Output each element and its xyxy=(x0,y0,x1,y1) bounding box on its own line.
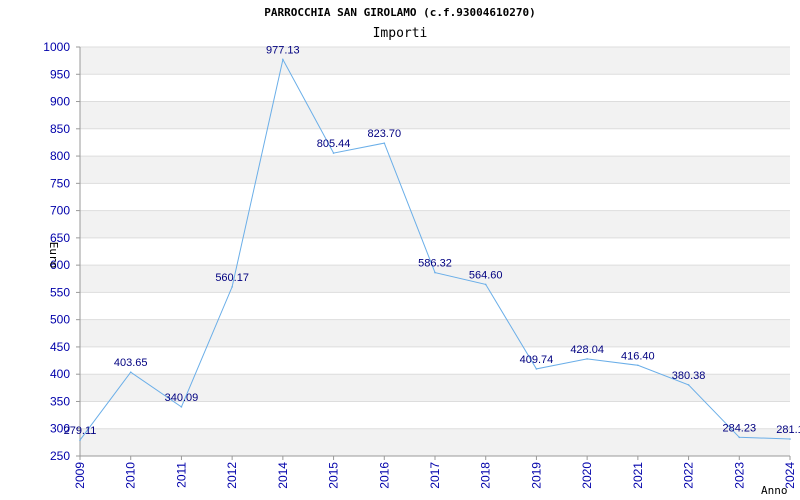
x-tick-label: 2015 xyxy=(327,462,341,489)
data-label: 560.17 xyxy=(215,272,249,284)
x-tick-label: 2024 xyxy=(783,462,797,489)
data-point xyxy=(637,364,639,367)
data-label: 416.40 xyxy=(621,350,655,362)
x-tick-label: 2023 xyxy=(732,462,746,489)
y-tick-labels: 250 300 350 400 450 500 550 600 650 700 750 800 850 9… xyxy=(43,40,70,463)
data-label: 380.38 xyxy=(672,370,706,382)
y-tick-label: 550 xyxy=(50,285,70,299)
data-point xyxy=(332,152,335,154)
data-label: 409.74 xyxy=(520,354,554,366)
x-axis-label: Anno xyxy=(761,484,788,497)
series xyxy=(79,58,791,441)
grid-band xyxy=(80,319,790,347)
grid-band xyxy=(80,265,790,293)
data-label: 403.65 xyxy=(114,357,148,369)
data-point xyxy=(434,271,436,274)
x-tick-label: 2012 xyxy=(225,462,239,489)
y-tick-label: 300 xyxy=(50,422,70,436)
x-tick-labels: 2009 2010 2011 2012 2014 2015 2016 2017 2018 2019… xyxy=(73,462,797,489)
data-label: 977.13 xyxy=(266,44,300,56)
grid-band xyxy=(80,47,790,75)
data-point xyxy=(789,438,791,440)
y-tick-label: 750 xyxy=(50,176,70,190)
data-label: 281.1 xyxy=(776,424,800,436)
y-tick-label: 250 xyxy=(50,449,70,463)
grid-band xyxy=(80,210,790,238)
data-point xyxy=(129,371,132,374)
data-point xyxy=(586,358,588,360)
chart-title: PARROCCHIA SAN GIROLAMO (c.f.93004610270… xyxy=(264,6,536,19)
chart-subtitle: Importi xyxy=(373,26,428,41)
data-point xyxy=(687,384,690,386)
x-tick-label: 2021 xyxy=(631,462,645,489)
x-tick-label: 2014 xyxy=(276,462,290,489)
y-tick-label: 350 xyxy=(50,394,70,408)
data-label: 823.70 xyxy=(367,128,401,140)
grid-band xyxy=(80,101,790,129)
data-label: 564.60 xyxy=(469,269,503,281)
y-tick-label: 650 xyxy=(50,231,70,245)
grid-band xyxy=(80,156,790,184)
y-tick-label: 1000 xyxy=(43,40,70,54)
data-label: 284.23 xyxy=(722,422,756,434)
y-tick-label: 400 xyxy=(50,367,70,381)
data-point xyxy=(79,439,81,441)
y-tick-label: 800 xyxy=(50,149,70,163)
data-label: 428.04 xyxy=(570,344,604,356)
data-point xyxy=(282,58,284,61)
data-label: 586.32 xyxy=(418,258,452,270)
data-label: 805.44 xyxy=(317,138,351,150)
data-label: 340.09 xyxy=(165,392,199,404)
data-point xyxy=(738,436,741,439)
grid-band xyxy=(80,428,790,456)
data-point xyxy=(383,142,386,144)
data-labels: 279.11 403.65 340.09 560.17 977.13 805.44 823.… xyxy=(64,44,800,437)
x-tick-label: 2022 xyxy=(682,462,696,489)
data-point xyxy=(484,283,487,286)
data-point xyxy=(180,406,183,408)
x-tick-label: 2020 xyxy=(580,462,594,489)
x-tick-label: 2011 xyxy=(174,462,188,488)
x-tick-label: 2016 xyxy=(377,462,391,489)
x-tick-label: 2019 xyxy=(529,462,543,489)
data-point xyxy=(535,368,538,370)
y-tick-label: 900 xyxy=(50,95,70,109)
y-tick-label: 500 xyxy=(50,313,70,327)
axes xyxy=(76,46,791,460)
y-tick-label: 600 xyxy=(50,258,70,272)
data-label: 279.11 xyxy=(64,425,97,437)
y-tick-label: 950 xyxy=(50,67,70,81)
data-point xyxy=(231,286,233,288)
y-axis-label: Euro xyxy=(47,242,60,269)
y-tick-label: 450 xyxy=(50,340,70,354)
x-tick-label: 2017 xyxy=(428,462,442,489)
x-tick-label: 2010 xyxy=(124,462,138,489)
x-tick-label: 2009 xyxy=(73,462,87,489)
x-tick-label: 2018 xyxy=(479,462,493,489)
y-tick-label: 700 xyxy=(50,204,70,218)
y-tick-label: 850 xyxy=(50,122,70,136)
